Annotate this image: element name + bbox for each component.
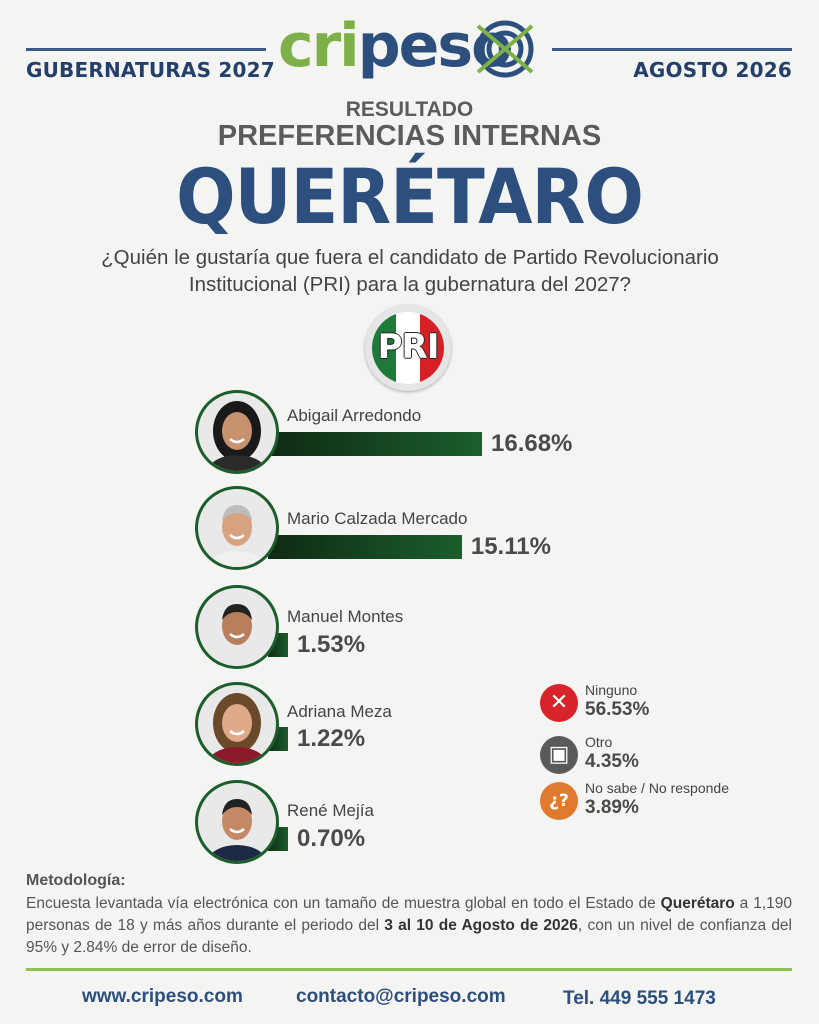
candidate-photo-4: [195, 682, 279, 766]
question-line-1: ¿Quién le gustaría que fuera el candidat…: [101, 246, 719, 269]
methodology-part-2: a 1,190 personas de 18 y más años durant…: [26, 895, 792, 934]
survey-question: ¿Quién le gustaría que fuera el candidat…: [60, 244, 760, 298]
footer-website-link[interactable]: www.cripeso.com: [82, 986, 243, 1007]
bar-2: [268, 535, 462, 559]
methodology-text: Encuesta levantada vía electrónica con u…: [26, 893, 792, 959]
footer-rule: [26, 968, 792, 971]
logo-text-green: cri: [278, 11, 360, 81]
other-response-value-3: 3.89%: [585, 797, 639, 818]
value-label-4: 1.22%: [297, 725, 366, 752]
value-label-2: 15.11%: [470, 533, 551, 560]
result-label: RESULTADO: [345, 98, 474, 121]
x-icon: ✕: [540, 684, 578, 722]
other-response-value-2: 4.35%: [585, 751, 639, 772]
methodology-part-1: Encuesta levantada vía electrónica con u…: [26, 895, 661, 912]
methodology-title: Metodología:: [26, 872, 126, 889]
candidate-name-5: René Mejía: [287, 801, 374, 820]
other-response-value-1: 56.53%: [585, 699, 650, 720]
footer-email-link[interactable]: contacto@cripeso.com: [296, 986, 506, 1007]
cripeso-logo: cripeso: [278, 11, 540, 84]
question-line-2: Institucional (PRI) para la gubernatura …: [188, 273, 632, 296]
value-label-1: 16.68%: [491, 430, 573, 457]
other-response-label-3: No sabe / No responde: [585, 780, 729, 796]
candidate-name-2: Mario Calzada Mercado: [287, 509, 468, 528]
value-label-5: 0.70%: [297, 825, 366, 852]
header-left-label: GUBERNATURAS 2027: [26, 58, 275, 82]
candidate-name-4: Adriana Meza: [287, 702, 392, 721]
candidate-photo-2: [195, 486, 279, 570]
candidate-photo-1: [195, 390, 279, 474]
pri-party-logo: PRI: [365, 305, 451, 391]
ballot-icon: ▣: [540, 736, 578, 774]
candidate-name-3: Manuel Montes: [287, 607, 404, 626]
header-rule-left: [26, 48, 266, 51]
other-response-label-2: Otro: [585, 734, 613, 750]
target-icon: [476, 20, 534, 78]
pri-logo-text: PRI: [377, 327, 440, 367]
footer-phone: Tel. 449 555 1473: [563, 988, 716, 1009]
other-response-label-1: Ninguno: [585, 682, 638, 698]
header-rule-right: [552, 48, 792, 51]
bar-1: [268, 432, 482, 456]
survey-subtitle: PREFERENCIAS INTERNAS: [217, 120, 602, 152]
question-icon: ¿?: [540, 782, 578, 820]
candidate-photo-5: [195, 780, 279, 864]
candidate-photo-3: [195, 585, 279, 669]
methodology-part-3: , con un nivel de confianza del 95% y 2.…: [26, 917, 792, 956]
methodology-period: 3 al 10 de Agosto de 2026: [384, 917, 578, 934]
candidate-name-1: Abigail Arredondo: [287, 406, 422, 425]
methodology-state: Querétaro: [660, 895, 735, 912]
pri-white-stripe: [396, 312, 420, 384]
header-right-label: AGOSTO 2026: [633, 58, 792, 82]
value-label-3: 1.53%: [297, 631, 366, 658]
state-title: QUERÉTARO: [176, 152, 644, 242]
